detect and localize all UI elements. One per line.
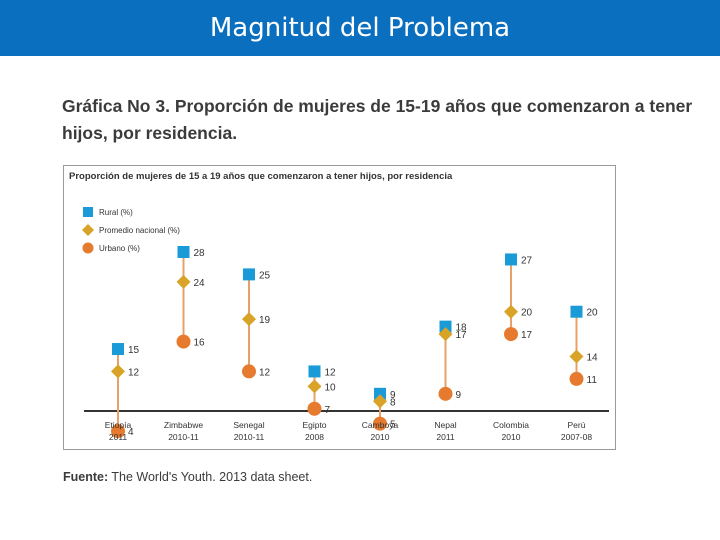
- category-year-label: 2010: [371, 432, 390, 442]
- category-label: Senegal: [233, 420, 264, 430]
- chart-title: Proporción de mujeres de 15 a 19 años qu…: [69, 171, 453, 182]
- legend-marker-national: [82, 224, 94, 236]
- urban-value-label: 7: [325, 405, 331, 416]
- urban-marker: [569, 371, 584, 386]
- urban-marker: [504, 327, 518, 342]
- urban-value-label: 9: [456, 390, 462, 401]
- rural-marker: [112, 343, 124, 356]
- rural-value-label: 15: [128, 345, 140, 356]
- category-year-label: 2010: [502, 432, 521, 442]
- national-value-label: 8: [390, 397, 396, 408]
- urban-value-label: 5: [390, 420, 396, 431]
- category-year-label: 2010-11: [234, 432, 265, 442]
- national-value-label: 14: [587, 353, 599, 364]
- urban-value-label: 17: [521, 330, 533, 341]
- national-marker: [438, 327, 453, 342]
- national-value-label: 20: [521, 308, 533, 319]
- category-year-label: 2007-08: [561, 432, 592, 442]
- rural-marker: [308, 365, 321, 378]
- legend-label-rural: Rural (%): [99, 208, 133, 217]
- rural-value-label: 28: [194, 248, 206, 259]
- urban-marker: [438, 386, 453, 401]
- rural-value-label: 9: [390, 390, 396, 401]
- national-value-label: 19: [259, 315, 271, 326]
- category-year-label: 2011: [109, 432, 128, 442]
- rural-marker: [243, 268, 255, 281]
- national-marker: [569, 349, 584, 364]
- page-title: Magnitud del Problema: [209, 13, 511, 43]
- urban-marker: [373, 416, 387, 431]
- rural-marker: [505, 253, 517, 266]
- legend-label-urban: Urbano (%): [99, 244, 140, 253]
- rural-value-label: 12: [325, 367, 337, 378]
- chart-svg: Proporción de mujeres de 15 a 19 años qu…: [69, 171, 609, 442]
- urban-marker: [176, 334, 191, 349]
- urban-marker: [242, 364, 256, 379]
- legend-marker-rural: [83, 207, 93, 217]
- rural-marker: [439, 320, 452, 333]
- urban-value-label: 16: [194, 338, 206, 349]
- rural-marker: [177, 246, 190, 258]
- national-marker: [111, 364, 125, 379]
- national-value-label: 10: [325, 382, 337, 393]
- urban-value-label: 4: [128, 427, 134, 438]
- urban-value-label: 12: [259, 367, 271, 378]
- rural-marker: [374, 387, 386, 400]
- category-label: Etiopía: [105, 420, 132, 430]
- urban-marker: [307, 401, 322, 416]
- source-text: The World's Youth. 2013 data sheet.: [108, 470, 313, 484]
- chart-panel: Proporción de mujeres de 15 a 19 años qu…: [63, 165, 616, 450]
- national-marker: [242, 312, 256, 327]
- chart-caption: Gráfica No 3. Proporción de mujeres de 1…: [62, 96, 693, 143]
- category-label: Nepal: [434, 420, 456, 430]
- rural-value-label: 20: [587, 308, 599, 319]
- urban-value-label: 11: [587, 375, 598, 386]
- category-label: Colombia: [493, 420, 529, 430]
- national-marker: [504, 304, 518, 319]
- source-note: Fuente: The World's Youth. 2013 data she…: [63, 470, 312, 484]
- source-label: Fuente:: [63, 470, 109, 484]
- rural-marker: [570, 305, 583, 318]
- rural-value-label: 25: [259, 270, 271, 281]
- legend-marker-urban: [82, 242, 94, 254]
- national-marker: [307, 379, 322, 394]
- urban-marker: [111, 424, 125, 439]
- category-year-label: 2011: [436, 432, 455, 442]
- category-year-label: 2010-11: [168, 432, 199, 442]
- national-value-label: 12: [128, 367, 140, 378]
- legend-label-national: Promedio nacional (%): [99, 226, 180, 235]
- national-value-label: 17: [456, 330, 468, 341]
- category-label: Perú: [568, 420, 586, 430]
- rural-value-label: 18: [456, 323, 468, 334]
- national-value-label: 24: [194, 278, 206, 289]
- rural-value-label: 27: [521, 255, 533, 266]
- category-label: Zimbabwe: [164, 420, 203, 430]
- category-label: Egipto: [302, 420, 326, 430]
- category-label: Camboya: [362, 420, 399, 430]
- header-bar: Magnitud del Problema: [0, 0, 720, 56]
- national-marker: [176, 274, 191, 289]
- category-year-label: 2008: [305, 432, 324, 442]
- national-marker: [373, 394, 387, 409]
